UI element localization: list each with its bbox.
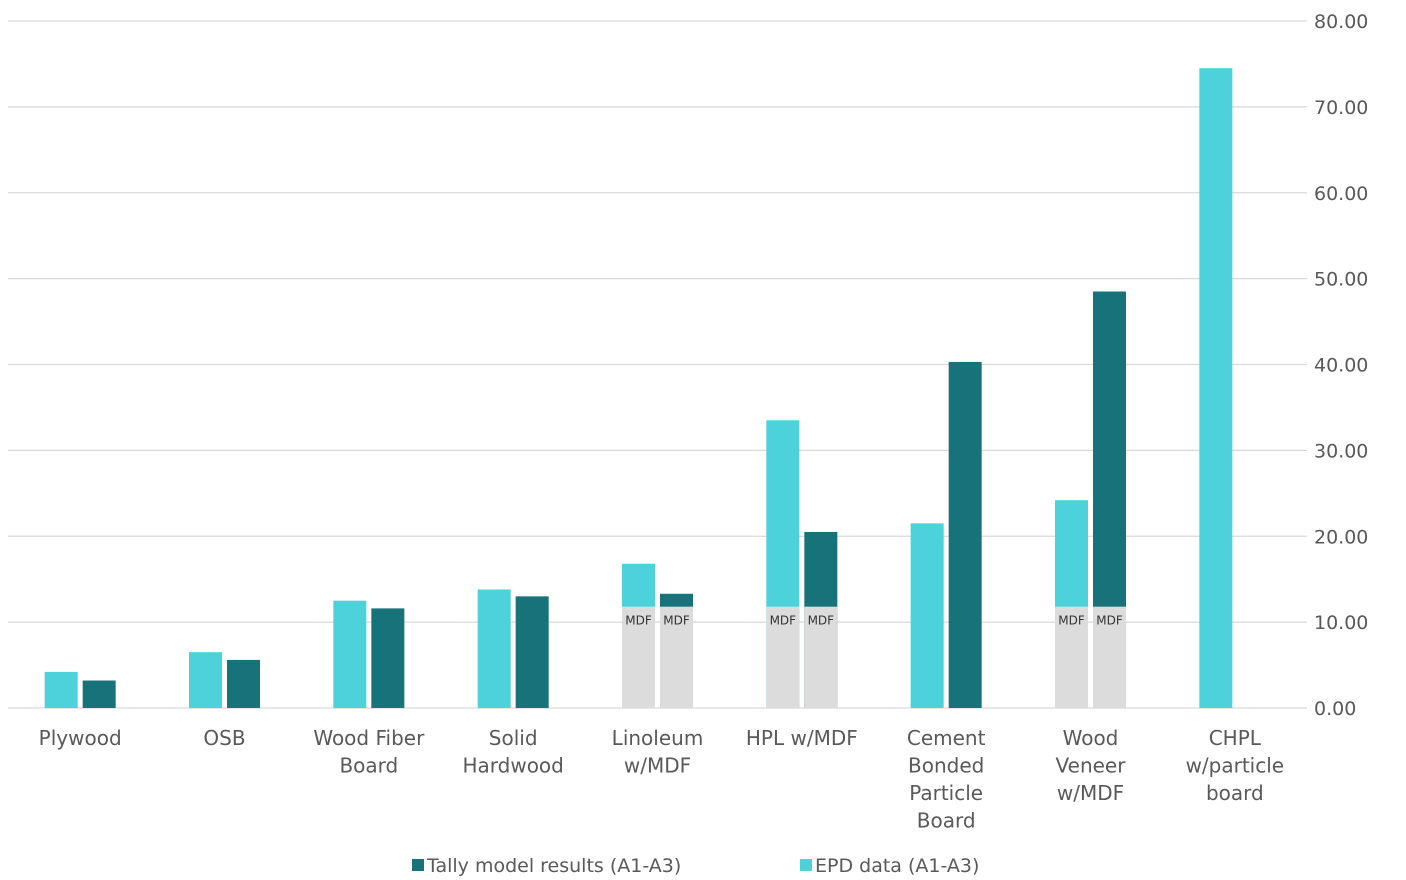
legend-item[interactable]: Tally model results (A1-A3)	[412, 855, 681, 877]
mdf-label: MDF	[663, 614, 690, 628]
legend-swatch	[800, 859, 812, 871]
x-tick-label: Veneer	[1056, 754, 1127, 778]
y-tick-label: 0.00	[1314, 698, 1356, 720]
y-tick-label: 40.00	[1314, 355, 1368, 377]
legend-label: Tally model results (A1-A3)	[426, 855, 681, 877]
mdf-segment	[1093, 606, 1126, 708]
legend-label: EPD data (A1-A3)	[815, 855, 979, 877]
x-tick-label: Cement	[907, 726, 986, 750]
legend-item[interactable]: EPD data (A1-A3)	[800, 855, 979, 877]
y-tick-label: 50.00	[1314, 269, 1368, 291]
tally-bar	[227, 659, 260, 708]
x-tick-label: CHPL	[1209, 726, 1262, 750]
mdf-segment	[622, 606, 655, 708]
y-tick-label: 10.00	[1314, 612, 1368, 634]
mdf-segment	[660, 606, 693, 708]
y-axis: 0.00 10.00 20.00 30.00 40.00 50.00 60.00 70.00 8…	[1314, 11, 1368, 720]
mdf-label: MDF	[770, 614, 797, 628]
legend[interactable]: Tally model results (A1-A3) EPD data (A1-…	[412, 855, 979, 877]
mdf-label: MDF	[1096, 614, 1123, 628]
x-tick-label: Board	[917, 809, 976, 833]
x-tick-label: w/particle	[1186, 754, 1285, 778]
epd-bar	[910, 523, 944, 708]
x-tick-label: Solid	[489, 726, 538, 750]
mdf-label: MDF	[808, 614, 835, 628]
y-tick-label: 20.00	[1314, 526, 1368, 548]
epd-bar	[189, 652, 222, 708]
gridlines	[8, 20, 1307, 709]
x-tick-label: w/MDF	[1057, 781, 1124, 805]
x-tick-label: Plywood	[39, 726, 122, 750]
x-tick-label: Hardwood	[462, 754, 563, 778]
mdf-label: MDF	[625, 614, 652, 628]
mdf-overlays: MDF MDF MDF MDF MDF MDF	[622, 606, 1126, 708]
x-tick-label: Linoleum	[612, 726, 704, 750]
x-tick-label: board	[1206, 781, 1264, 805]
epd-bar	[333, 600, 367, 708]
mdf-segment	[804, 606, 838, 708]
x-axis: Plywood OSB Wood Fiber Board Solid Hardwood Li…	[39, 726, 1284, 833]
tally-bar	[948, 361, 982, 708]
x-tick-label: Bonded	[908, 754, 984, 778]
x-tick-label: Wood	[1063, 726, 1119, 750]
tally-bar	[515, 596, 549, 708]
x-tick-label: OSB	[203, 726, 245, 750]
legend-swatch	[412, 859, 424, 871]
epd-bar	[1199, 68, 1233, 708]
x-tick-label: Particle	[909, 781, 983, 805]
x-tick-label: w/MDF	[624, 754, 691, 778]
mdf-segment	[766, 606, 800, 708]
mdf-label: MDF	[1058, 614, 1085, 628]
y-tick-label: 60.00	[1314, 183, 1368, 205]
x-tick-label: Board	[339, 754, 398, 778]
epd-bar	[477, 589, 511, 708]
y-tick-label: 30.00	[1314, 440, 1368, 462]
tally-bar	[371, 608, 405, 708]
y-tick-label: 80.00	[1314, 11, 1368, 33]
y-tick-label: 70.00	[1314, 97, 1368, 119]
x-tick-label: Wood Fiber	[313, 726, 425, 750]
epd-bar	[44, 671, 78, 708]
x-tick-label: HPL w/MDF	[746, 726, 858, 750]
mdf-segment	[1055, 606, 1088, 708]
tally-bar	[82, 680, 116, 708]
